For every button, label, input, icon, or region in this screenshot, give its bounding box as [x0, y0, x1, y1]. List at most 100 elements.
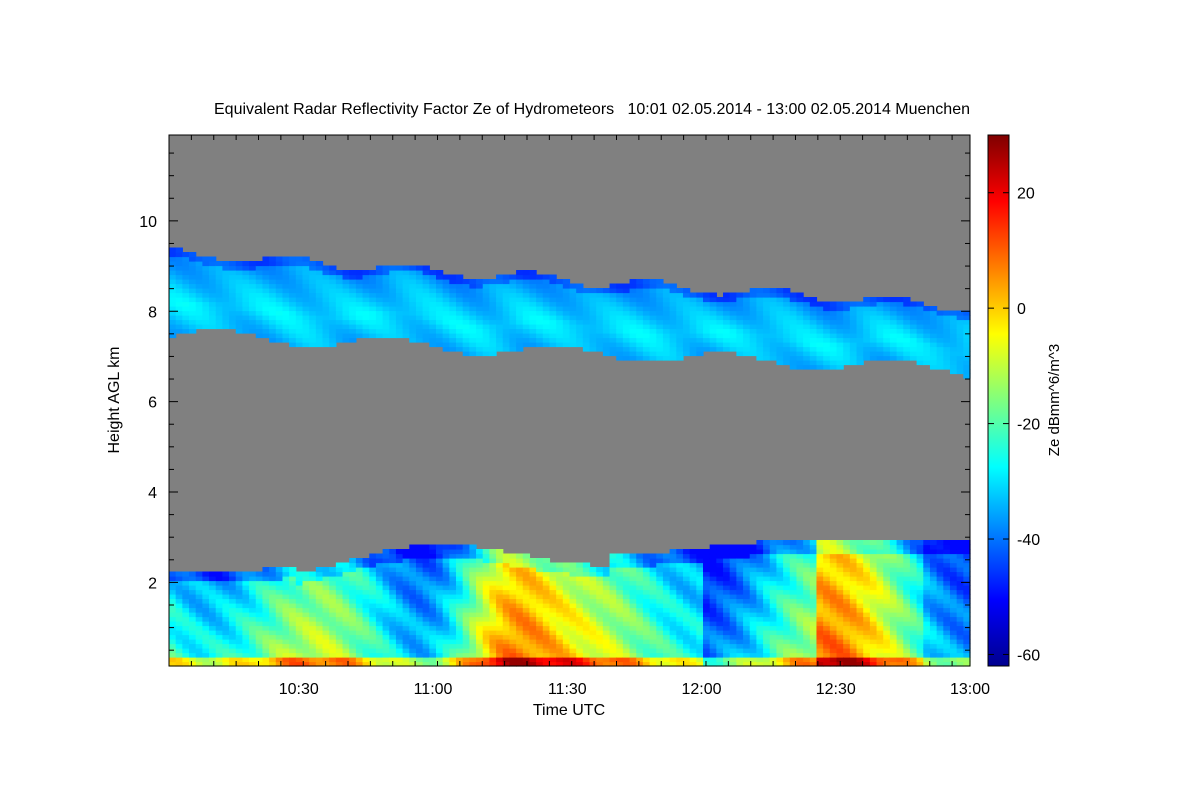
- heatmap-cell: [943, 661, 951, 667]
- heatmap-cell: [389, 576, 397, 582]
- heatmap-cell: [596, 612, 604, 618]
- heatmap-cell: [676, 328, 684, 334]
- heatmap-cell: [509, 562, 517, 568]
- heatmap-cell: [182, 297, 190, 303]
- heatmap-cell: [582, 342, 591, 348]
- heatmap-cell: [629, 612, 637, 618]
- heatmap-cell: [235, 315, 244, 321]
- heatmap-cell: [869, 643, 878, 649]
- heatmap-cell: [315, 310, 324, 316]
- heatmap-cell: [769, 648, 778, 654]
- heatmap-cell: [896, 553, 904, 559]
- heatmap-cell: [943, 549, 951, 555]
- heatmap-cell: [476, 594, 484, 600]
- heatmap-cell: [389, 607, 397, 613]
- heatmap-cell: [549, 657, 557, 663]
- heatmap-cell: [389, 589, 397, 595]
- heatmap-cell: [749, 571, 757, 577]
- heatmap-cell: [442, 292, 450, 298]
- heatmap-cell: [896, 616, 904, 622]
- heatmap-cell: [322, 319, 330, 325]
- heatmap-cell: [556, 621, 564, 627]
- heatmap-cell: [582, 288, 591, 294]
- heatmap-cell: [269, 265, 277, 271]
- heatmap-cell: [783, 342, 791, 348]
- heatmap-cell: [462, 567, 470, 573]
- heatmap-cell: [189, 288, 197, 294]
- heatmap-cell: [422, 580, 430, 586]
- heatmap-cell: [342, 576, 350, 582]
- heatmap-cell: [269, 306, 277, 312]
- heatmap-cell: [415, 292, 424, 298]
- heatmap-cell: [415, 594, 424, 600]
- heatmap-cell: [763, 342, 771, 348]
- heatmap-cell: [883, 333, 891, 339]
- heatmap-cell: [689, 657, 697, 663]
- heatmap-cell: [389, 306, 397, 312]
- heatmap-cell: [262, 603, 270, 609]
- heatmap-cell: [322, 288, 330, 294]
- heatmap-cell: [422, 310, 430, 316]
- heatmap-cell: [642, 346, 651, 352]
- heatmap-cell: [329, 616, 337, 622]
- heatmap-cell: [849, 639, 858, 645]
- heatmap-cell: [315, 598, 324, 604]
- heatmap-cell: [282, 612, 290, 618]
- heatmap-cell: [796, 567, 804, 573]
- heatmap-cell: [516, 652, 524, 658]
- heatmap-cell: [482, 292, 490, 298]
- heatmap-cell: [889, 553, 898, 559]
- heatmap-cell: [776, 553, 784, 559]
- heatmap-cell: [476, 621, 484, 627]
- heatmap-cell: [783, 553, 791, 559]
- heatmap-cell: [249, 634, 257, 640]
- heatmap-cell: [843, 648, 851, 654]
- heatmap-cell: [649, 652, 657, 658]
- heatmap-cell: [476, 319, 484, 325]
- heatmap-cell: [169, 589, 177, 595]
- heatmap-cell: [703, 648, 711, 654]
- heatmap-cell: [896, 621, 904, 627]
- heatmap-cell: [649, 585, 657, 591]
- heatmap-cell: [295, 634, 304, 640]
- heatmap-cell: [235, 580, 244, 586]
- heatmap-cell: [449, 301, 457, 307]
- heatmap-cell: [489, 346, 497, 352]
- heatmap-cell: [876, 315, 884, 321]
- heatmap-cell: [689, 607, 697, 613]
- heatmap-cell: [436, 301, 444, 307]
- heatmap-cell: [536, 630, 544, 636]
- heatmap-cell: [576, 306, 584, 312]
- heatmap-cell: [282, 607, 290, 613]
- heatmap-cell: [302, 630, 310, 636]
- heatmap-cell: [676, 571, 684, 577]
- heatmap-cell: [175, 252, 183, 258]
- heatmap-cell: [349, 607, 357, 613]
- heatmap-cell: [489, 594, 497, 600]
- heatmap-cell: [516, 616, 524, 622]
- heatmap-cell: [335, 648, 344, 654]
- heatmap-cell: [462, 558, 470, 564]
- heatmap-cell: [682, 301, 691, 307]
- heatmap-cell: [883, 639, 891, 645]
- heatmap-cell: [409, 306, 417, 312]
- heatmap-cell: [429, 630, 437, 636]
- heatmap-cell: [215, 571, 223, 577]
- heatmap-cell: [749, 648, 757, 654]
- heatmap-cell: [636, 288, 644, 294]
- heatmap-cell: [609, 585, 617, 591]
- heatmap-cell: [489, 630, 497, 636]
- heatmap-cell: [609, 342, 617, 348]
- heatmap-cell: [763, 585, 771, 591]
- heatmap-cell: [642, 333, 651, 339]
- heatmap-cell: [936, 355, 944, 361]
- heatmap-cell: [769, 297, 778, 303]
- heatmap-cell: [415, 270, 424, 276]
- heatmap-cell: [509, 279, 517, 285]
- heatmap-cell: [229, 634, 237, 640]
- heatmap-cell: [329, 567, 337, 573]
- heatmap-cell: [776, 643, 784, 649]
- heatmap-cell: [429, 549, 437, 555]
- heatmap-cell: [809, 324, 818, 330]
- heatmap-cell: [876, 540, 884, 546]
